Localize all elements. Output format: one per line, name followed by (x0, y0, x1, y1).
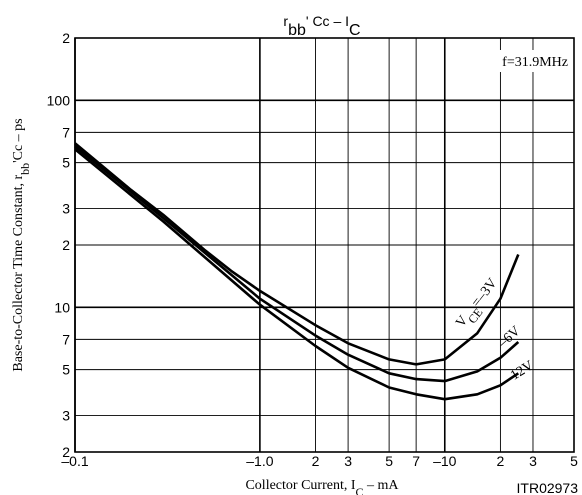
x-tick-label: 5 (385, 453, 393, 469)
curve-label-part: –12V (501, 358, 536, 388)
curve (74, 142, 520, 366)
plot-frame (74, 37, 575, 453)
y-axis-title-part: Base-to-Collector Time Constant, r (11, 175, 26, 372)
curve-label: –6V (495, 324, 524, 352)
x-axis-title-part: Collector Current, I (245, 478, 355, 493)
curve (74, 145, 520, 383)
x-axis-title-part: C (356, 485, 364, 495)
x-tick-label: 3 (529, 453, 537, 469)
y-tick-label: 2 (62, 30, 70, 46)
x-tick-label: –0.1 (61, 453, 88, 469)
y-tick-label: 5 (62, 362, 70, 378)
y-tick-label: 3 (62, 408, 70, 424)
y-tick-label: 5 (62, 155, 70, 171)
y-tick-label: 7 (62, 124, 70, 140)
y-axis-title-part: 'Cc – ps (11, 118, 26, 163)
chart-title-part: bb (288, 22, 306, 39)
y-tick-label: 2 (62, 237, 70, 253)
y-tick-label: 3 (62, 201, 70, 217)
y-tick-label: 7 (62, 331, 70, 347)
chart-title-part: C (349, 22, 361, 39)
y-axis-title-part: bb (18, 163, 32, 175)
curve-label: –12V (501, 358, 536, 388)
x-tick-label: 5 (570, 453, 578, 469)
y-tick-label: 100 (47, 92, 71, 108)
figure-code: ITR02973 (517, 480, 579, 495)
x-tick-label: –10 (433, 453, 457, 469)
y-tick-label: 2 (62, 444, 70, 460)
x-axis-title: Collector Current, IC – mA (245, 478, 399, 495)
x-tick-label: –1.0 (246, 453, 273, 469)
y-tick-label: 10 (54, 299, 70, 315)
annotation: f=31.9MHz (502, 55, 568, 70)
x-tick-label: 2 (497, 453, 505, 469)
x-tick-label: 3 (344, 453, 352, 469)
chart-title-part: r (283, 13, 288, 29)
chart-title-part: ' Cc – I (306, 13, 349, 29)
y-axis-title: Base-to-Collector Time Constant, rbb'Cc … (11, 118, 32, 371)
x-tick-label: 7 (412, 453, 420, 469)
x-axis-title-part: – mA (364, 478, 400, 493)
curve-label-part: –6V (495, 324, 524, 352)
x-tick-label: 2 (312, 453, 320, 469)
curve (74, 148, 520, 401)
annotation-bg (480, 50, 570, 72)
chart-title: rbb' Cc – IC (283, 13, 360, 39)
